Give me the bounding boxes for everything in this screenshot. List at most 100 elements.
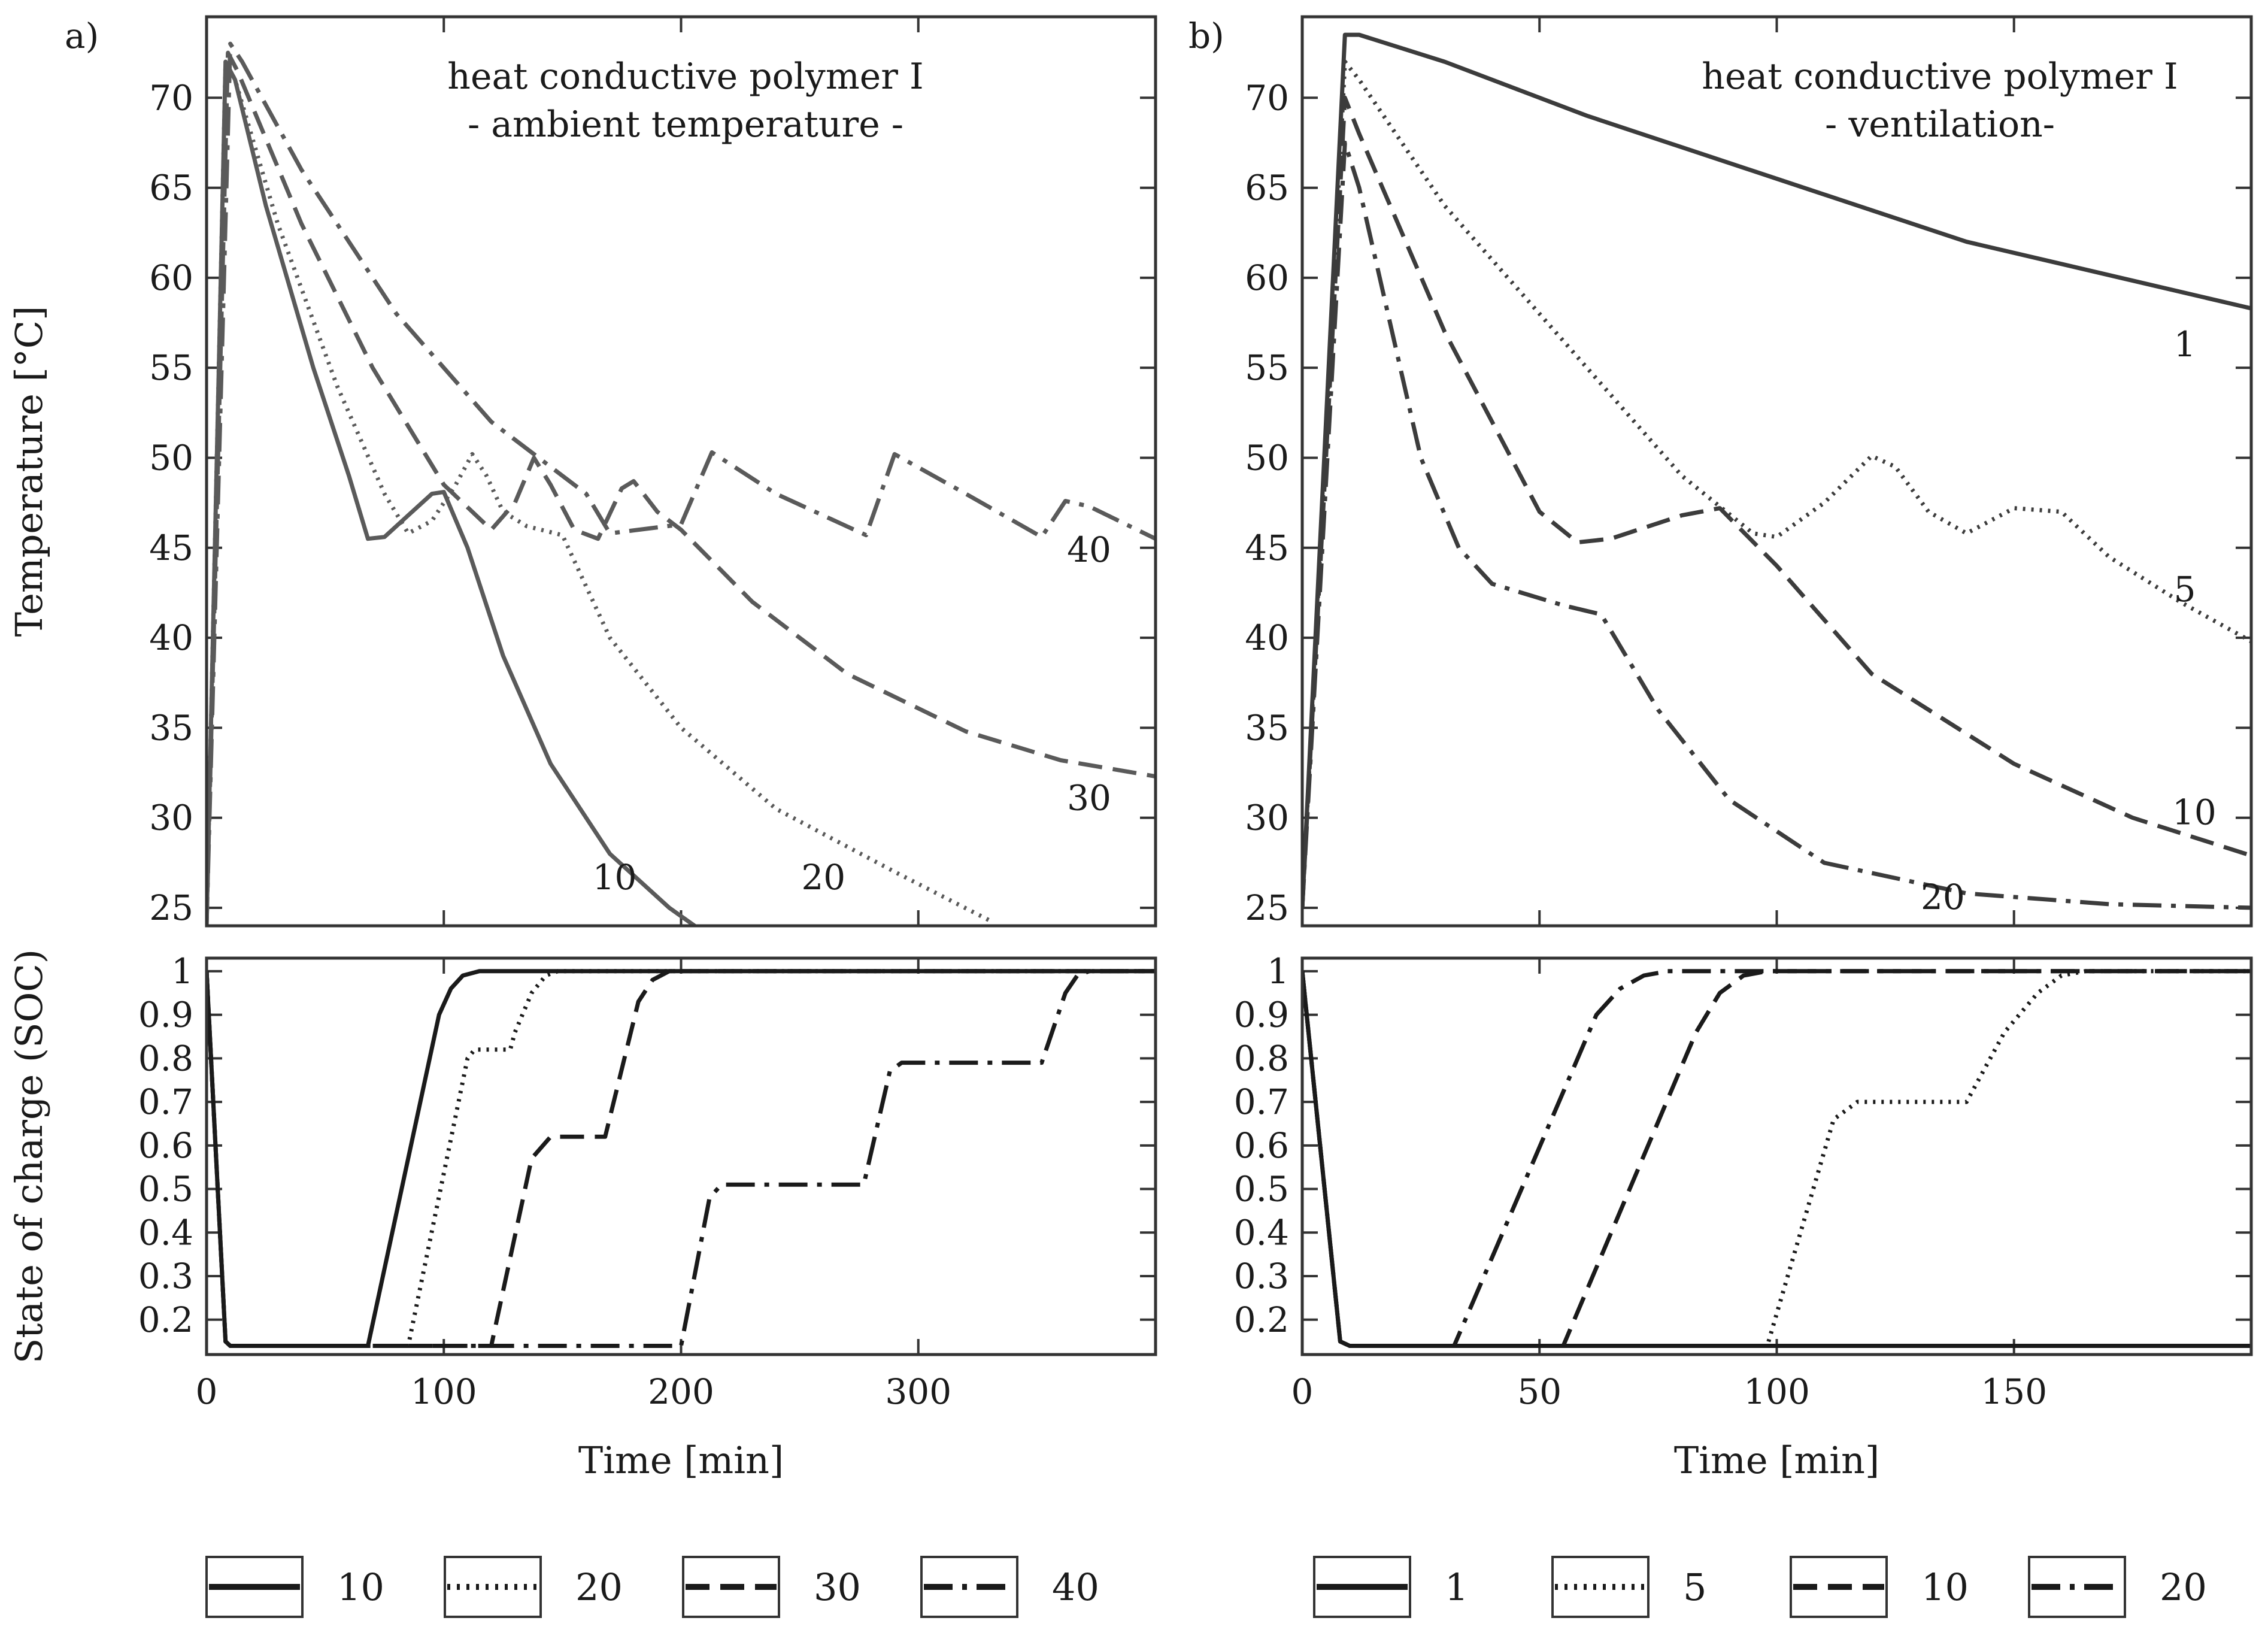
y-tick-label: 30: [1245, 798, 1289, 838]
y-tick-label: 25: [149, 887, 193, 928]
legend-label: 40: [1052, 1565, 1099, 1609]
panel-label: a): [65, 16, 99, 56]
legend-item-20: 20: [2028, 1556, 2207, 1618]
x-tick-label: 0: [1291, 1371, 1314, 1412]
panel-b: b)253035404550556065701510200.20.30.40.5…: [1188, 15, 2253, 1618]
soc-plot: 0.20.30.40.50.60.70.80.91 0 50 100 150: [1234, 951, 2253, 1412]
legend-label: 10: [1921, 1565, 1969, 1609]
legend-swatch-box: [920, 1556, 1018, 1618]
y-tick-label: 0.9: [138, 995, 193, 1035]
x-axis-label: Time [min]: [578, 1438, 784, 1482]
curve-label: 1: [2174, 324, 2196, 365]
y-tick-label: 45: [1245, 528, 1289, 568]
y-tick-label: 0.6: [138, 1125, 193, 1166]
chart-title: - ambient temperature -: [468, 104, 903, 146]
y-tick-label: 0.2: [138, 1299, 193, 1340]
legend-label: 30: [814, 1565, 861, 1609]
legend-item-1: 1: [1313, 1556, 1468, 1618]
series-line-10: [1302, 969, 2251, 1348]
chart-title: - ventilation-: [1825, 104, 2055, 146]
y-tick-label: 70: [149, 77, 193, 118]
y-tick-label: 0.2: [1234, 1299, 1289, 1340]
plot-frame: [1300, 15, 2253, 928]
y-tick-label: 0.4: [1234, 1212, 1289, 1253]
x-tick-label: 200: [648, 1371, 714, 1412]
legend-swatch-box: [1313, 1556, 1411, 1618]
y-tick-label: 1: [1267, 951, 1289, 992]
y-tick-label: 0.5: [138, 1169, 193, 1210]
plot-frame: [1300, 956, 2253, 1356]
x-tick-label: 0: [196, 1371, 218, 1412]
curve-label: 20: [801, 857, 845, 898]
y-axis-label: State of charge (SOC): [7, 949, 51, 1364]
y-tick-label: 0.7: [138, 1081, 193, 1122]
series-line-10: [1302, 95, 2251, 908]
y-tick-label: 40: [149, 617, 193, 658]
curve-label: 10: [2172, 792, 2217, 833]
y-tick-label: 0.7: [1234, 1081, 1289, 1122]
y-tick-label: 65: [149, 168, 193, 208]
y-tick-label: 35: [1245, 707, 1289, 748]
curve-label: 30: [1067, 778, 1111, 819]
temperature-plot: 25 30 35 40 45 50 55 60 65 70 1 5 10 20: [1245, 15, 2253, 928]
series-line-30: [207, 50, 1156, 926]
y-tick-label: 1: [171, 951, 193, 992]
legend-item-30: 30: [682, 1556, 861, 1618]
x-tick-label: 50: [1517, 1371, 1561, 1412]
y-tick-label: 55: [149, 347, 193, 388]
y-tick-label: 45: [149, 528, 193, 568]
x-tick-label: 100: [1744, 1371, 1810, 1412]
y-tick-label: 40: [1245, 617, 1289, 658]
legend-item-10: 10: [205, 1556, 384, 1618]
y-tick-label: 65: [1245, 168, 1289, 208]
curve-label: 10: [593, 857, 637, 898]
soc-plot: 0.20.30.40.50.60.70.80.91 0 100 200 300 State…: [7, 949, 1157, 1412]
y-tick-label: 35: [149, 707, 193, 748]
y-tick-label: 30: [149, 798, 193, 838]
x-tick-label: 100: [411, 1371, 477, 1412]
y-tick-label: 0.8: [1234, 1038, 1289, 1078]
chart-title: heat conductive polymer I: [447, 56, 923, 98]
curve-label: 5: [2174, 569, 2196, 610]
y-tick-label: 60: [1245, 257, 1289, 298]
legend-swatch-box: [205, 1556, 304, 1618]
plot-frame: [205, 956, 1157, 1356]
panel-label: b): [1188, 16, 1224, 56]
legend-swatch-box: [1551, 1556, 1650, 1618]
legend-label: 1: [1445, 1565, 1468, 1609]
legend-label: 5: [1683, 1565, 1706, 1609]
series-line-1: [1302, 32, 2251, 908]
y-tick-label: 50: [1245, 437, 1289, 478]
legend-swatch-box: [444, 1556, 542, 1618]
legend-label: 20: [2160, 1565, 2207, 1609]
y-tick-label: 0.4: [138, 1212, 193, 1253]
series-line-5: [1302, 59, 2251, 908]
legend: 1 5 10 20: [1313, 1556, 2207, 1618]
x-tick-label: 150: [1981, 1371, 2047, 1412]
legend-item-20: 20: [444, 1556, 623, 1618]
series-line-40: [207, 41, 1156, 926]
series-line-30: [207, 969, 1156, 1348]
legend-label: 20: [575, 1565, 623, 1609]
legend-item-5: 5: [1551, 1556, 1706, 1618]
series-line-20: [1302, 969, 2251, 1348]
series-line-20: [1302, 140, 2251, 910]
y-tick-label: 0.3: [1234, 1256, 1289, 1296]
series-line-5: [1302, 969, 2251, 1348]
plot-frame: [205, 15, 1157, 928]
legend: 10 20 30 40: [205, 1556, 1099, 1618]
temperature-plot: 25 30 35 40 45 50 55 60 65 70 10 20 30 40 Temperature …: [7, 15, 1157, 928]
legend-item-40: 40: [920, 1556, 1099, 1618]
series-line-10: [207, 969, 1156, 1348]
chart-title: heat conductive polymer I: [1702, 56, 2178, 98]
y-tick-label: 0.8: [138, 1038, 193, 1078]
series-line-40: [207, 969, 1156, 1348]
legend-label: 10: [337, 1565, 384, 1609]
series-line-20: [207, 59, 991, 926]
y-tick-label: 50: [149, 437, 193, 478]
legend-swatch-box: [2028, 1556, 2126, 1618]
series-line-10: [207, 59, 699, 926]
y-tick-label: 0.3: [138, 1256, 193, 1296]
